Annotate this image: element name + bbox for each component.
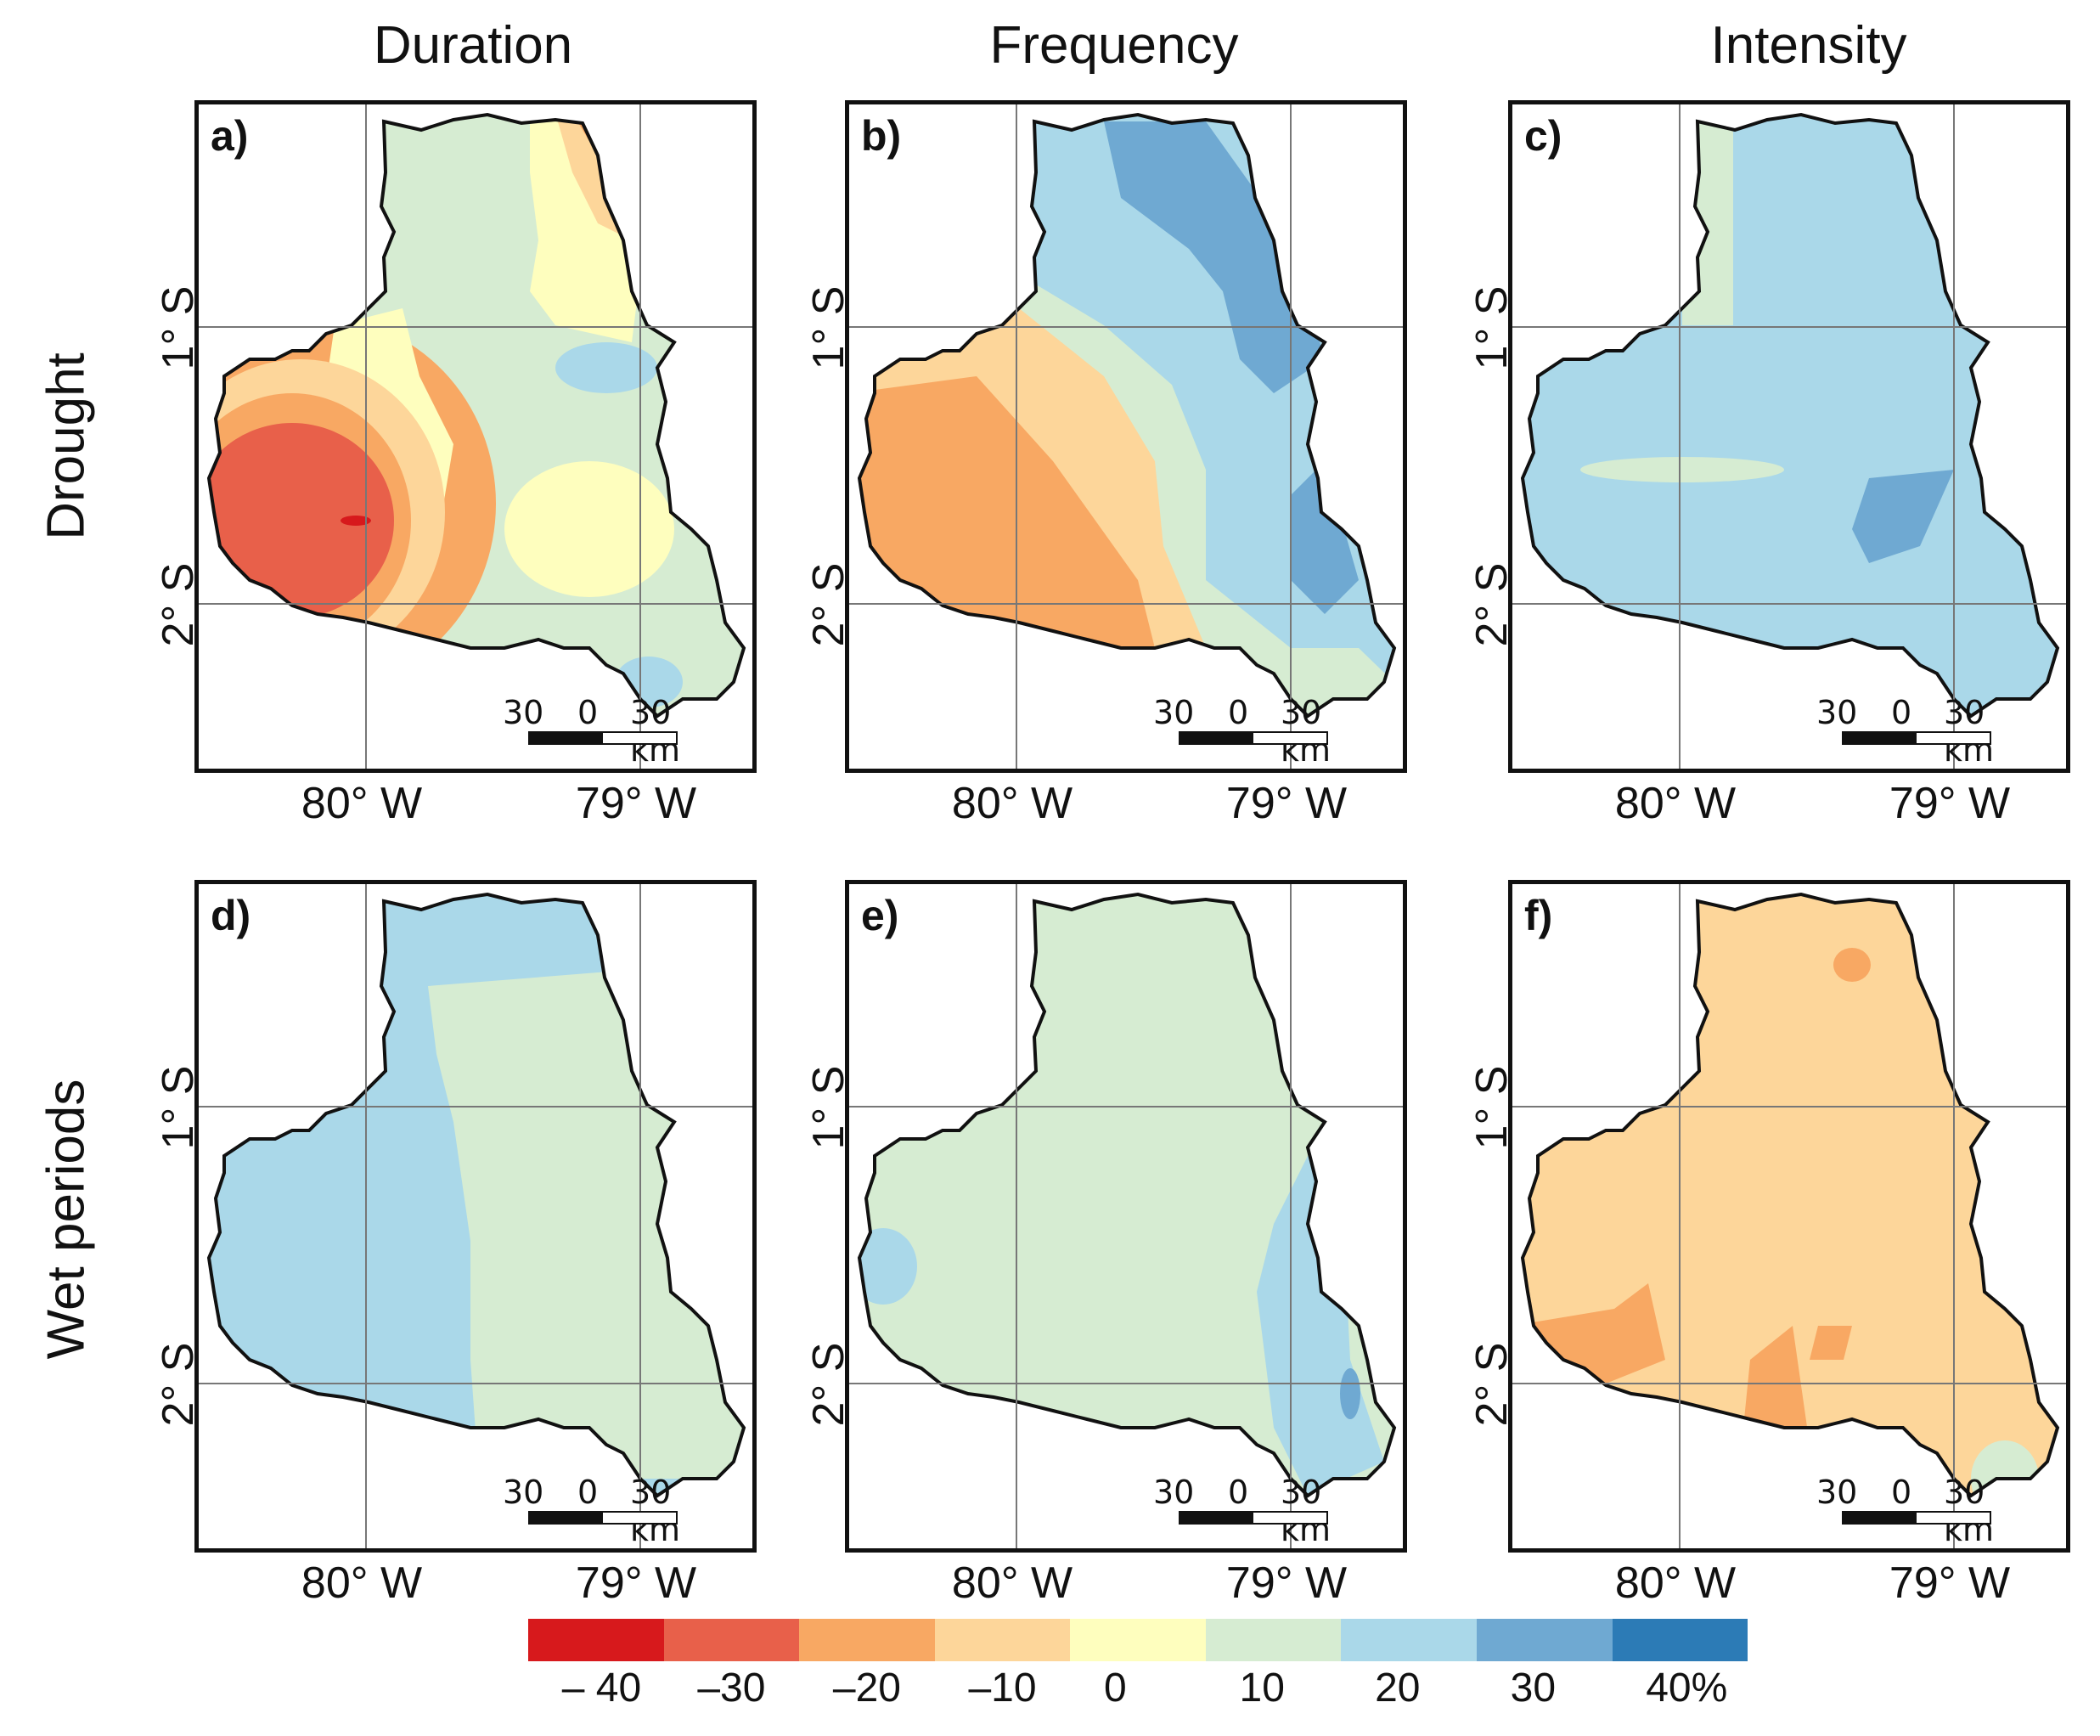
legend-swatch — [1341, 1619, 1477, 1661]
column-title-frequency: Frequency — [989, 16, 1239, 75]
map-panel-a-drought-duration: a) 30 0 30 km — [194, 100, 757, 773]
lat-tick-1s: 1° S — [804, 1065, 853, 1150]
lon-tick-80w: 80° W — [951, 1558, 1073, 1608]
lon-tick-79w: 79° W — [575, 779, 697, 828]
lat-tick-1s: 1° S — [154, 285, 203, 370]
lat-tick-1s: 1° S — [804, 285, 853, 370]
scale-bar: 30 0 30 km — [1816, 1474, 2020, 1548]
scale-bar: 30 0 30 km — [503, 694, 707, 769]
lon-tick-80w: 80° W — [951, 779, 1073, 828]
lat-tick-1s: 1° S — [1467, 1065, 1517, 1150]
panel-label-f: f) — [1524, 892, 1553, 939]
scale-left: 30 — [1153, 694, 1195, 731]
legend-tick-label: 0 — [1104, 1666, 1127, 1711]
lat-tick-2s: 2° S — [804, 562, 853, 647]
lat-tick-2s: 2° S — [154, 562, 203, 647]
lat-tick-1s: 1° S — [154, 1065, 203, 1150]
lon-tick-79w: 79° W — [1889, 1558, 2011, 1608]
map-panel-f-wet-intensity: f) 30 0 30 km — [1508, 880, 2070, 1553]
lon-tick-80w: 80° W — [1614, 779, 1737, 828]
legend-swatch — [1476, 1619, 1613, 1661]
scale-left: 30 — [1816, 1474, 1858, 1511]
legend-tick-label: 40% — [1646, 1666, 1728, 1711]
scale-mid: 0 — [577, 1474, 599, 1511]
map-panel-b-drought-frequency: b) 30 0 30 km — [845, 100, 1407, 773]
lon-tick-80w: 80° W — [301, 779, 423, 828]
legend-tick-label: – 40 — [561, 1666, 642, 1711]
legend-tick-label: –30 — [697, 1666, 766, 1711]
scale-mid: 0 — [1228, 694, 1249, 731]
lat-tick-2s: 2° S — [1467, 562, 1517, 647]
panel-label-b: b) — [861, 112, 902, 160]
scale-left: 30 — [503, 694, 544, 731]
legend-tick-label: 30 — [1510, 1666, 1557, 1711]
legend-tick-label: 20 — [1375, 1666, 1421, 1711]
panel-label-e: e) — [861, 892, 899, 939]
scale-right: 30 km — [1944, 1474, 1995, 1548]
lat-tick-1s: 1° S — [1467, 285, 1517, 370]
legend-tick-label: 10 — [1239, 1666, 1285, 1711]
scale-bar: 30 0 30 km — [503, 1474, 707, 1548]
map-panel-d-wet-duration: d) 30 0 30 km — [194, 880, 757, 1553]
legend-ticks: – 40 –30 –20 –10 0 10 20 30 40% — [510, 1665, 1783, 1724]
scale-bar: 30 0 30 km — [1816, 694, 2020, 769]
scale-mid: 0 — [1891, 694, 1912, 731]
scale-mid: 0 — [1228, 1474, 1249, 1511]
lon-tick-79w: 79° W — [1889, 779, 2011, 828]
legend-swatch — [663, 1619, 800, 1661]
legend-swatch — [1205, 1619, 1342, 1661]
column-title-intensity: Intensity — [1710, 16, 1907, 75]
lon-tick-80w: 80° W — [1614, 1558, 1737, 1608]
legend-swatch — [528, 1619, 664, 1661]
legend-swatch — [1070, 1619, 1206, 1661]
lon-tick-79w: 79° W — [575, 1558, 697, 1608]
panel-label-d: d) — [211, 892, 251, 939]
row-title-wet-periods: Wet periods — [37, 1079, 96, 1360]
lon-tick-79w: 79° W — [1225, 1558, 1348, 1608]
color-legend — [528, 1619, 1748, 1661]
lon-tick-79w: 79° W — [1225, 779, 1348, 828]
legend-tick-label: –10 — [968, 1666, 1037, 1711]
legend-swatch — [1612, 1619, 1748, 1661]
lon-tick-80w: 80° W — [301, 1558, 423, 1608]
legend-tick-label: –20 — [832, 1666, 901, 1711]
column-title-duration: Duration — [373, 16, 573, 75]
scale-left: 30 — [503, 1474, 544, 1511]
scale-mid: 0 — [1891, 1474, 1912, 1511]
lat-tick-2s: 2° S — [154, 1342, 203, 1427]
map-panel-c-drought-intensity: c) 30 0 30 km — [1508, 100, 2070, 773]
legend-swatch — [799, 1619, 935, 1661]
panel-label-a: a) — [211, 112, 249, 160]
lat-tick-2s: 2° S — [804, 1342, 853, 1427]
lat-tick-2s: 2° S — [1467, 1342, 1517, 1427]
scale-bar: 30 0 30 km — [1153, 694, 1357, 769]
map-panel-e-wet-frequency: e) 30 0 30 km — [845, 880, 1407, 1553]
scale-bar: 30 0 30 km — [1153, 1474, 1357, 1548]
panel-label-c: c) — [1524, 112, 1562, 160]
scale-left: 30 — [1153, 1474, 1195, 1511]
legend-swatch — [934, 1619, 1071, 1661]
scale-left: 30 — [1816, 694, 1858, 731]
row-title-drought: Drought — [37, 352, 96, 540]
scale-mid: 0 — [577, 694, 599, 731]
